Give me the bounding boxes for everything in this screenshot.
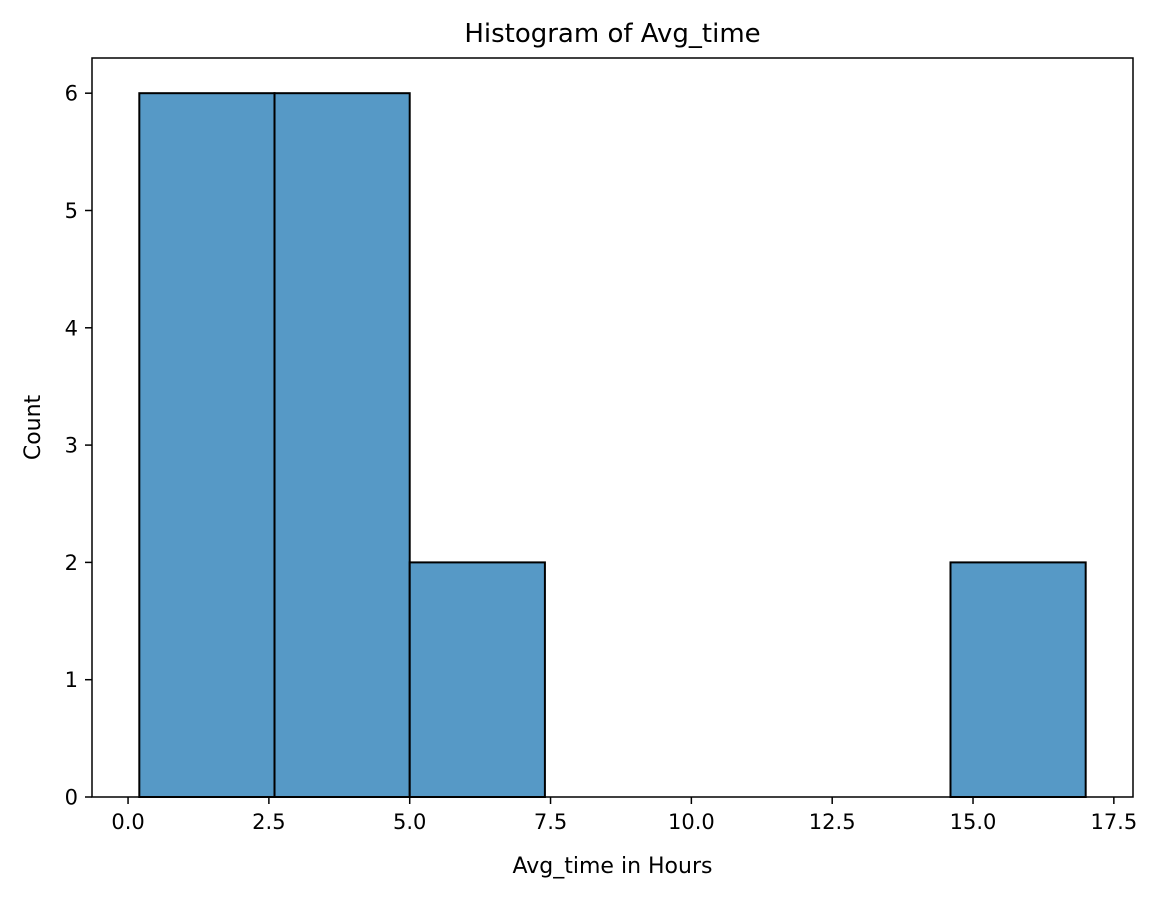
histogram-bar [138, 92, 276, 798]
y-tick-label: 3 [65, 434, 78, 458]
x-tick-label: 15.0 [950, 810, 997, 834]
y-tick-label: 6 [65, 82, 78, 106]
y-tick-label: 1 [65, 668, 78, 692]
y-tick-label: 2 [65, 551, 78, 575]
x-axis-label: Avg_time in Hours [513, 854, 713, 879]
x-tick-label: 10.0 [668, 810, 715, 834]
x-tick-label: 2.5 [252, 810, 285, 834]
histogram-bar [408, 561, 546, 799]
y-tick-label: 0 [65, 786, 78, 810]
x-tick-label: 12.5 [809, 810, 856, 834]
histogram-bar [949, 561, 1087, 799]
chart-title: Histogram of Avg_time [464, 19, 760, 49]
y-tick-label: 5 [65, 199, 78, 223]
y-axis: 0 1 2 3 4 5 6 [65, 82, 92, 810]
bars-group [138, 92, 1087, 799]
y-axis-label: Count [21, 394, 46, 460]
histogram-bar [273, 92, 411, 798]
x-tick-label: 0.0 [111, 810, 144, 834]
plot-frame [91, 57, 1134, 798]
y-tick-label: 4 [65, 316, 78, 340]
x-tick-label: 7.5 [534, 810, 567, 834]
x-tick-label: 5.0 [393, 810, 426, 834]
x-tick-label: 17.5 [1090, 810, 1137, 834]
x-axis: 0.0 2.5 5.0 7.5 10.0 12.5 15.0 17.5 [111, 797, 1137, 834]
